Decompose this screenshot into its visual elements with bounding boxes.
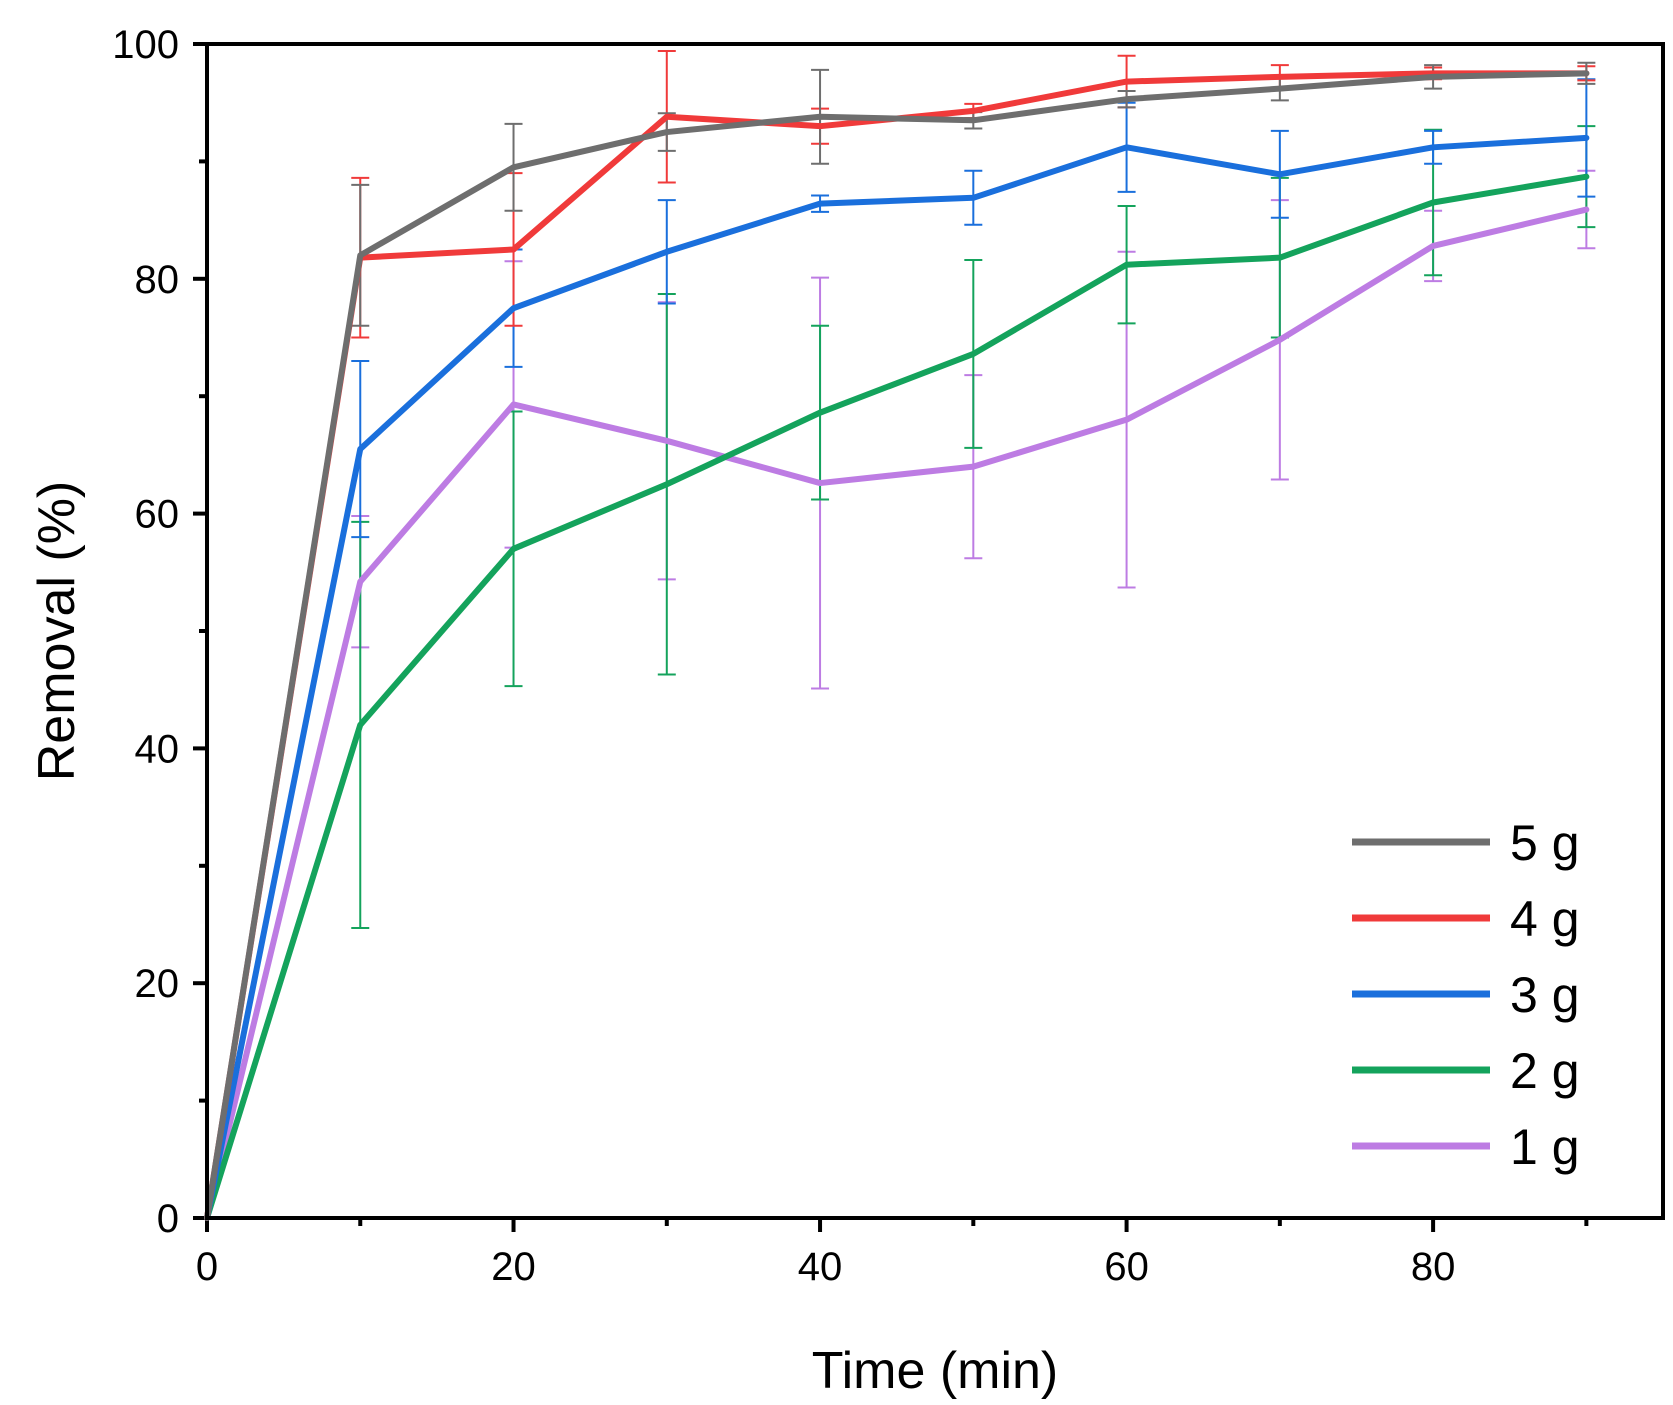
series-line-3g — [204, 134, 1590, 1221]
series-line-1g — [204, 206, 1590, 1221]
legend-label: 2 g — [1510, 1043, 1580, 1099]
tick-labels: 0 20 40 60 80 0 20 40 60 80 100 — [112, 23, 1455, 1289]
y-tick-label: 20 — [135, 962, 180, 1006]
y-tick-label: 100 — [112, 23, 179, 67]
legend-label: 5 g — [1510, 815, 1580, 871]
y-tick-label: 40 — [135, 727, 180, 771]
series-line-4g — [204, 70, 1590, 1221]
series-line-2g — [204, 173, 1590, 1221]
legend-entry-1g: 1 g — [1352, 1119, 1580, 1175]
legend-label: 3 g — [1510, 967, 1580, 1023]
legend: 5 g 4 g 3 g 2 g 1 g — [1352, 815, 1580, 1175]
x-axis-title: Time (min) — [812, 1342, 1059, 1400]
x-tick-label: 20 — [491, 1245, 536, 1289]
x-tick-label: 0 — [196, 1245, 218, 1289]
y-axis-title: Removal (%) — [28, 481, 86, 782]
y-tick-label: 80 — [135, 258, 180, 302]
y-tick-label: 60 — [135, 493, 180, 537]
y-tick-label: 0 — [157, 1197, 179, 1241]
x-tick-label: 60 — [1104, 1245, 1149, 1289]
plot-frame — [205, 42, 1665, 1220]
legend-entry-2g: 2 g — [1352, 1043, 1580, 1099]
error-bars — [351, 50, 1596, 930]
legend-entry-5g: 5 g — [1352, 815, 1580, 871]
x-tick-label: 40 — [798, 1245, 843, 1289]
series-line-5g — [204, 70, 1590, 1221]
legend-entry-3g: 3 g — [1352, 967, 1580, 1023]
series-lines — [204, 70, 1590, 1221]
legend-label: 1 g — [1510, 1119, 1580, 1175]
x-tick-label: 80 — [1411, 1245, 1456, 1289]
legend-entry-4g: 4 g — [1352, 891, 1580, 947]
legend-label: 4 g — [1510, 891, 1580, 947]
